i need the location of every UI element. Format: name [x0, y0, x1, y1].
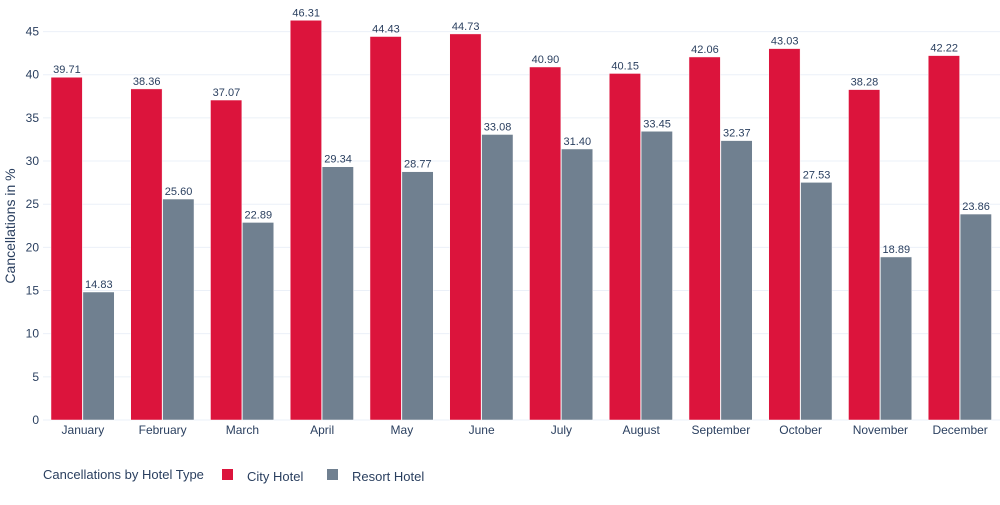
- legend-item-resort-hotel[interactable]: Resort Hotel: [327, 469, 424, 484]
- x-tick-label: July: [551, 423, 572, 437]
- data-label: 31.40: [564, 136, 592, 148]
- y-tick-label: 35: [26, 111, 40, 125]
- x-tick-label: April: [310, 423, 334, 437]
- bar-resort-hotel-july[interactable]: [561, 148, 594, 421]
- legend-items[interactable]: City Hotel Resort Hotel: [222, 469, 424, 484]
- data-label: 42.06: [691, 44, 719, 56]
- x-tick-label: June: [469, 423, 495, 437]
- data-label: 28.77: [404, 159, 432, 171]
- y-tick-label: 20: [26, 240, 40, 254]
- bar-resort-hotel-march[interactable]: [242, 222, 275, 421]
- bar-city-hotel-may[interactable]: [369, 36, 402, 421]
- y-tick-label: 5: [32, 370, 39, 384]
- bars: [50, 20, 992, 421]
- data-label: 37.07: [213, 87, 241, 99]
- data-label: 38.36: [133, 76, 161, 88]
- data-labels: 39.71 14.83 38.36 25.60 37.07 22.89 46.31 29.34…: [53, 7, 990, 291]
- data-label: 39.71: [53, 64, 81, 76]
- bar-resort-hotel-november[interactable]: [880, 256, 913, 421]
- y-tick-label: 40: [26, 68, 40, 82]
- y-tick-label: 15: [26, 284, 40, 298]
- data-label: 44.73: [452, 21, 480, 33]
- data-label: 14.83: [85, 279, 113, 291]
- x-tick-label: January: [62, 423, 105, 437]
- x-tick-label: October: [779, 423, 822, 437]
- bar-city-hotel-september[interactable]: [688, 56, 721, 421]
- data-label: 42.22: [930, 43, 958, 55]
- bar-city-hotel-december[interactable]: [927, 55, 960, 421]
- x-tick-label: December: [932, 423, 987, 437]
- y-tick-label: 45: [26, 25, 40, 39]
- bar-city-hotel-july[interactable]: [529, 66, 562, 421]
- bar-resort-hotel-december[interactable]: [959, 213, 992, 421]
- data-label: 22.89: [245, 209, 273, 221]
- gridlines: [43, 31, 1000, 421]
- y-tick-label: 10: [26, 327, 40, 341]
- bar-resort-hotel-june[interactable]: [481, 134, 514, 421]
- bar-city-hotel-august[interactable]: [608, 73, 641, 421]
- bar-resort-hotel-february[interactable]: [162, 198, 195, 421]
- bar-resort-hotel-april[interactable]: [321, 166, 354, 421]
- data-label: 33.08: [484, 121, 512, 133]
- data-label: 27.53: [803, 169, 831, 181]
- x-axis: January February March April May June July Augu…: [62, 423, 988, 437]
- data-label: 29.34: [324, 154, 352, 166]
- data-label: 40.15: [611, 60, 639, 72]
- legend-title: Cancellations by Hotel Type: [43, 467, 204, 482]
- legend-label: City Hotel: [247, 469, 303, 484]
- y-tick-label: 0: [32, 413, 39, 427]
- bar-resort-hotel-september[interactable]: [720, 140, 753, 421]
- y-tick-label: 30: [26, 154, 40, 168]
- bar-city-hotel-november[interactable]: [848, 89, 881, 421]
- x-tick-label: May: [391, 423, 414, 437]
- bar-city-hotel-june[interactable]: [449, 33, 482, 421]
- bar-city-hotel-february[interactable]: [130, 88, 163, 421]
- data-label: 40.90: [532, 54, 560, 66]
- data-label: 25.60: [165, 186, 193, 198]
- bar-resort-hotel-august[interactable]: [640, 131, 673, 421]
- bar-resort-hotel-may[interactable]: [401, 171, 434, 421]
- data-label: 44.43: [372, 23, 400, 35]
- bar-city-hotel-october[interactable]: [768, 48, 801, 421]
- x-tick-label: March: [226, 423, 259, 437]
- legend-swatch: [222, 469, 233, 480]
- bar-resort-hotel-january[interactable]: [82, 291, 115, 421]
- bar-city-hotel-january[interactable]: [50, 76, 83, 421]
- data-label: 18.89: [883, 244, 911, 256]
- legend-swatch: [327, 469, 338, 480]
- data-label: 23.86: [962, 201, 990, 213]
- data-label: 38.28: [851, 77, 879, 89]
- data-label: 32.37: [723, 128, 751, 140]
- y-axis: 0 5 10 15 20 25 30 35 40 45: [26, 25, 40, 427]
- data-label: 46.31: [292, 7, 320, 19]
- legend-label: Resort Hotel: [352, 469, 424, 484]
- y-tick-label: 25: [26, 197, 40, 211]
- bar-city-hotel-april[interactable]: [289, 20, 322, 421]
- bar-city-hotel-march[interactable]: [210, 99, 243, 421]
- x-tick-label: November: [853, 423, 908, 437]
- x-tick-label: August: [622, 423, 660, 437]
- bar-resort-hotel-october[interactable]: [800, 182, 833, 421]
- legend-item-city-hotel[interactable]: City Hotel: [222, 469, 303, 484]
- x-tick-label: September: [692, 423, 751, 437]
- legend[interactable]: Cancellations by Hotel Type City Hotel Re…: [43, 467, 424, 484]
- y-axis-title: Cancellations in %: [2, 168, 18, 283]
- data-label: 43.03: [771, 36, 799, 48]
- data-label: 33.45: [643, 118, 671, 130]
- x-tick-label: February: [139, 423, 187, 437]
